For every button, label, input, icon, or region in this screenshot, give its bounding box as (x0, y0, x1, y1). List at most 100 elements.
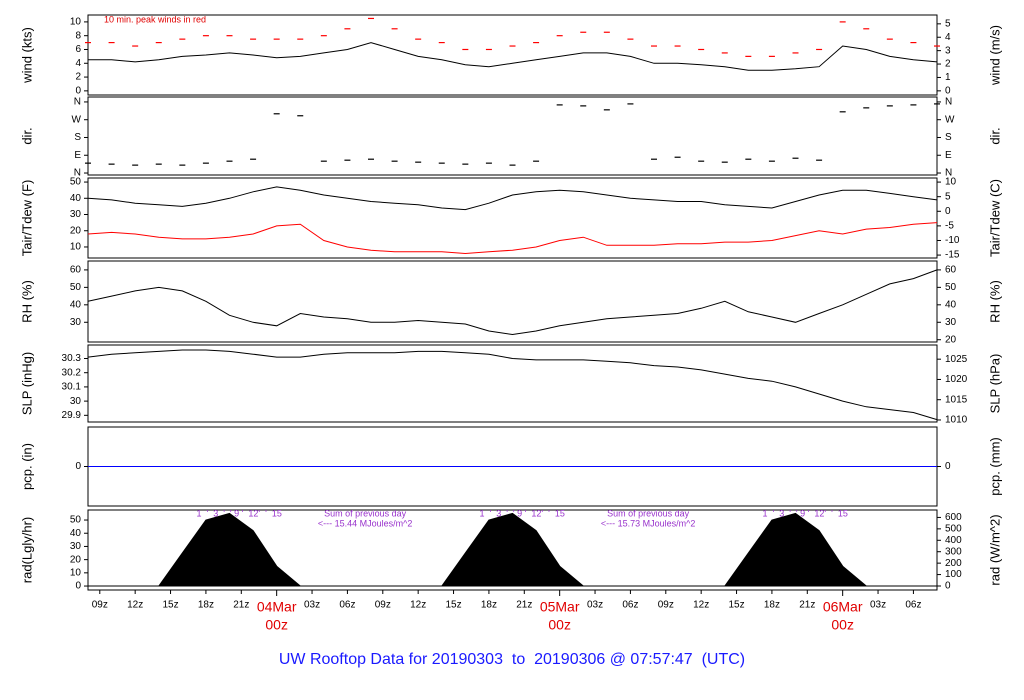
y2-axis-label: SLP (hPa) (987, 354, 1002, 414)
y2-tick-label: 0 (945, 461, 951, 472)
y-axis-label: pcp. (in) (19, 443, 34, 490)
hour-marks: 1 ' 3 ' ' 9 ' 12' ' 15 (196, 508, 281, 518)
day-hour-label: 00z (831, 617, 854, 633)
y2-tick-label: 300 (945, 546, 962, 557)
x-tick-label: 06z (339, 600, 355, 611)
y2-tick-label: 400 (945, 535, 962, 546)
y2-tick-label: 100 (945, 569, 962, 580)
y-tick-label: 30 (70, 317, 82, 328)
y-tick-label: 4 (75, 58, 81, 69)
y2-tick-label: 1015 (945, 394, 968, 405)
y-axis-label: SLP (inHg) (19, 352, 34, 415)
y-axis-label: Tair/Tdew (F) (19, 180, 34, 257)
page-title: UW Rooftop Data for 20190303 to 20190306… (279, 651, 745, 668)
y2-tick-label: 1 (945, 72, 951, 83)
x-tick-label: 18z (481, 600, 497, 611)
y-tick-label: W (72, 114, 82, 125)
y-tick-label: 40 (70, 528, 82, 539)
x-tick-label: 12z (693, 600, 709, 611)
y-tick-label: 50 (70, 282, 82, 293)
y-tick-label: 30.1 (62, 382, 82, 393)
x-tick-label: 18z (764, 600, 780, 611)
y2-tick-label: 1025 (945, 354, 968, 365)
x-tick-label: 21z (799, 600, 815, 611)
x-tick-label: 12z (127, 600, 143, 611)
y2-tick-label: 5 (945, 18, 951, 29)
y-tick-label: 10 (70, 17, 82, 28)
y2-tick-label: 5 (945, 191, 951, 202)
data-line (88, 42, 938, 71)
y-tick-label: 30 (70, 396, 82, 407)
panel-frame (87, 96, 938, 176)
y-tick-label: 10 (70, 242, 82, 253)
radiation-note: Sum of previous day (607, 508, 690, 518)
y2-tick-label: 4 (945, 32, 951, 43)
y-tick-label: N (74, 168, 81, 179)
y2-tick-label: 3 (945, 45, 951, 56)
y-axis-label: wind (kts) (19, 27, 34, 84)
day-label: 05Mar (540, 599, 580, 615)
y-tick-label: 60 (70, 265, 82, 276)
y2-tick-label: 0 (945, 85, 951, 96)
x-tick-label: 03z (870, 600, 886, 611)
y-tick-label: 0 (75, 581, 81, 592)
y2-tick-label: 50 (945, 282, 957, 293)
panel-frame (87, 260, 938, 343)
y2-axis-label: pcp. (mm) (987, 437, 1002, 496)
y2-tick-label: 30 (945, 317, 957, 328)
radiation-note: Sum of previous day (324, 508, 407, 518)
panel-frame (87, 14, 938, 96)
hour-marks: 1 ' 3 ' ' 9 ' 12' ' 15 (479, 508, 564, 518)
y-axis-label: rad(Lgly/hr) (19, 517, 34, 583)
y2-tick-label: 60 (945, 265, 957, 276)
y-tick-label: 30 (70, 541, 82, 552)
panel-frame (87, 509, 938, 591)
y-axis-label: RH (%) (19, 280, 34, 323)
y2-tick-label: 40 (945, 299, 957, 310)
y2-tick-label: N (945, 97, 952, 108)
y2-axis-label: rad (W/m^2) (987, 514, 1002, 585)
x-tick-label: 15z (162, 600, 178, 611)
day-hour-label: 00z (265, 617, 288, 633)
data-line (87, 349, 938, 421)
y2-tick-label: E (945, 150, 952, 161)
y2-tick-label: N (945, 168, 952, 179)
y2-tick-label: -5 (945, 221, 954, 232)
y2-tick-label: 600 (945, 512, 962, 523)
y2-axis-label: dir. (987, 127, 1002, 144)
hour-marks: 1 ' 3 ' ' 9 ' 12' ' 15 (762, 508, 847, 518)
radiation-note: <--- 15.44 MJoules/m^2 (318, 518, 413, 528)
x-tick-label: 09z (658, 600, 674, 611)
day-label: 04Mar (257, 599, 297, 615)
y2-tick-label: 0 (945, 206, 951, 217)
y-tick-label: E (74, 150, 81, 161)
y2-tick-label: -10 (945, 235, 960, 246)
y-axis-label: dir. (19, 127, 34, 144)
y2-tick-label: 10 (945, 177, 957, 188)
y2-axis-label: wind (m/s) (987, 25, 1002, 86)
y2-tick-label: 2 (945, 59, 951, 70)
x-tick-label: 12z (410, 600, 426, 611)
y2-tick-label: W (945, 114, 955, 125)
y-tick-label: 0 (75, 461, 81, 472)
annotation: 10 min. peak winds in red (104, 14, 206, 24)
x-tick-label: 21z (233, 600, 249, 611)
y2-tick-label: 20 (945, 334, 957, 345)
x-tick-label: 09z (92, 600, 108, 611)
y2-axis-label: Tair/Tdew (C) (987, 179, 1002, 257)
y2-tick-label: 1010 (945, 415, 968, 426)
y2-tick-label: -15 (945, 250, 960, 261)
x-tick-label: 15z (728, 600, 744, 611)
y2-tick-label: S (945, 132, 952, 143)
y-tick-label: 2 (75, 72, 81, 83)
y-tick-label: 6 (75, 44, 81, 55)
panel-frame (87, 177, 938, 259)
panel-frame (87, 344, 938, 423)
y2-tick-label: 0 (945, 581, 951, 592)
y2-tick-label: 500 (945, 523, 962, 534)
data-line (87, 269, 938, 336)
y-tick-label: 8 (75, 30, 81, 41)
data-line (87, 186, 938, 211)
y2-axis-label: RH (%) (987, 280, 1002, 323)
